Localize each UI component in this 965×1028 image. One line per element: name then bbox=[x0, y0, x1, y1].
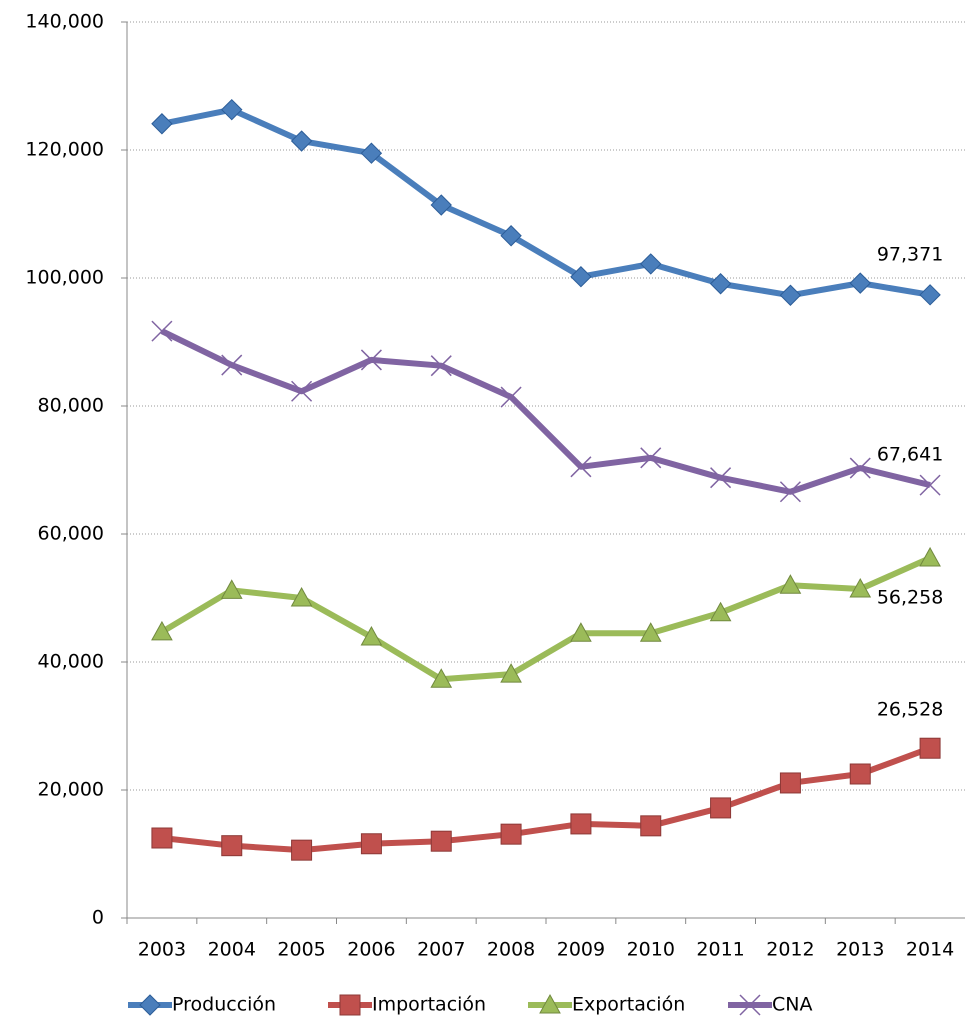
legend-label: Exportación bbox=[572, 994, 685, 1016]
point bbox=[779, 481, 801, 503]
data-label: 56,258 bbox=[877, 586, 943, 608]
x-tick-label: 2009 bbox=[557, 939, 605, 961]
point bbox=[779, 772, 801, 794]
x-tick-label: 2006 bbox=[347, 939, 395, 961]
x-tick-label: 2008 bbox=[487, 939, 535, 961]
point bbox=[151, 113, 173, 135]
x-tick-label: 2012 bbox=[766, 939, 814, 961]
point bbox=[360, 142, 383, 164]
point bbox=[360, 626, 383, 646]
point bbox=[739, 994, 761, 1016]
legend-label: CNA bbox=[772, 994, 812, 1016]
point bbox=[500, 823, 522, 845]
y-tick-label: 140,000 bbox=[25, 11, 104, 33]
y-tick-label: 0 bbox=[92, 907, 104, 929]
point bbox=[151, 320, 173, 342]
point bbox=[221, 98, 243, 121]
y-tick-label: 120,000 bbox=[25, 139, 104, 161]
point bbox=[291, 380, 313, 402]
x-tick-label: 2007 bbox=[417, 939, 465, 961]
y-tick-label: 20,000 bbox=[38, 779, 104, 801]
data-label: 26,528 bbox=[877, 699, 943, 721]
legend-label: Producción bbox=[172, 994, 276, 1016]
point bbox=[779, 284, 802, 306]
point bbox=[639, 622, 662, 642]
point bbox=[919, 737, 941, 759]
point bbox=[360, 349, 382, 371]
point bbox=[500, 386, 522, 408]
point bbox=[539, 993, 561, 1014]
point bbox=[709, 273, 732, 295]
point bbox=[500, 225, 522, 247]
point bbox=[430, 355, 452, 377]
point bbox=[570, 813, 592, 835]
point bbox=[221, 354, 243, 376]
x-tick-label: 2003 bbox=[138, 939, 186, 961]
point bbox=[570, 622, 592, 642]
legend-label: Importación bbox=[372, 994, 486, 1016]
point bbox=[570, 456, 592, 478]
point bbox=[919, 474, 941, 496]
x-tick-label: 2010 bbox=[627, 939, 675, 961]
point bbox=[290, 586, 313, 607]
point bbox=[360, 833, 382, 855]
y-tick-label: 40,000 bbox=[38, 651, 104, 673]
y-tick-label: 80,000 bbox=[38, 395, 104, 417]
point bbox=[919, 284, 941, 306]
point bbox=[430, 194, 452, 216]
series-line bbox=[160, 555, 932, 683]
x-tick-label: 2011 bbox=[696, 939, 744, 961]
point bbox=[849, 763, 871, 785]
point bbox=[221, 835, 243, 857]
series-line bbox=[161, 106, 931, 299]
point bbox=[849, 272, 871, 294]
point bbox=[500, 663, 522, 683]
y-tick-label: 100,000 bbox=[25, 267, 104, 289]
point bbox=[290, 130, 313, 152]
x-tick-label: 2013 bbox=[836, 939, 884, 961]
point bbox=[709, 601, 732, 622]
point bbox=[849, 578, 872, 598]
point bbox=[710, 467, 732, 489]
point bbox=[640, 253, 662, 275]
point bbox=[291, 839, 313, 861]
point bbox=[570, 266, 592, 288]
point bbox=[339, 994, 361, 1016]
point bbox=[640, 447, 662, 469]
point bbox=[779, 574, 802, 594]
x-tick-label: 2004 bbox=[208, 939, 256, 961]
point bbox=[151, 827, 173, 849]
data-label: 67,641 bbox=[877, 444, 943, 466]
point bbox=[430, 668, 453, 688]
x-tick-label: 2005 bbox=[277, 939, 325, 961]
point bbox=[151, 620, 173, 641]
series-line bbox=[160, 328, 931, 495]
point bbox=[640, 815, 662, 837]
series-line bbox=[161, 745, 932, 854]
point bbox=[139, 994, 161, 1016]
x-tick-label: 2014 bbox=[906, 939, 954, 961]
point bbox=[919, 546, 941, 567]
point bbox=[430, 830, 452, 852]
y-tick-label: 60,000 bbox=[38, 523, 104, 545]
point bbox=[849, 457, 871, 479]
point bbox=[710, 797, 732, 819]
point bbox=[220, 579, 243, 599]
data-label: 97,371 bbox=[877, 243, 943, 265]
